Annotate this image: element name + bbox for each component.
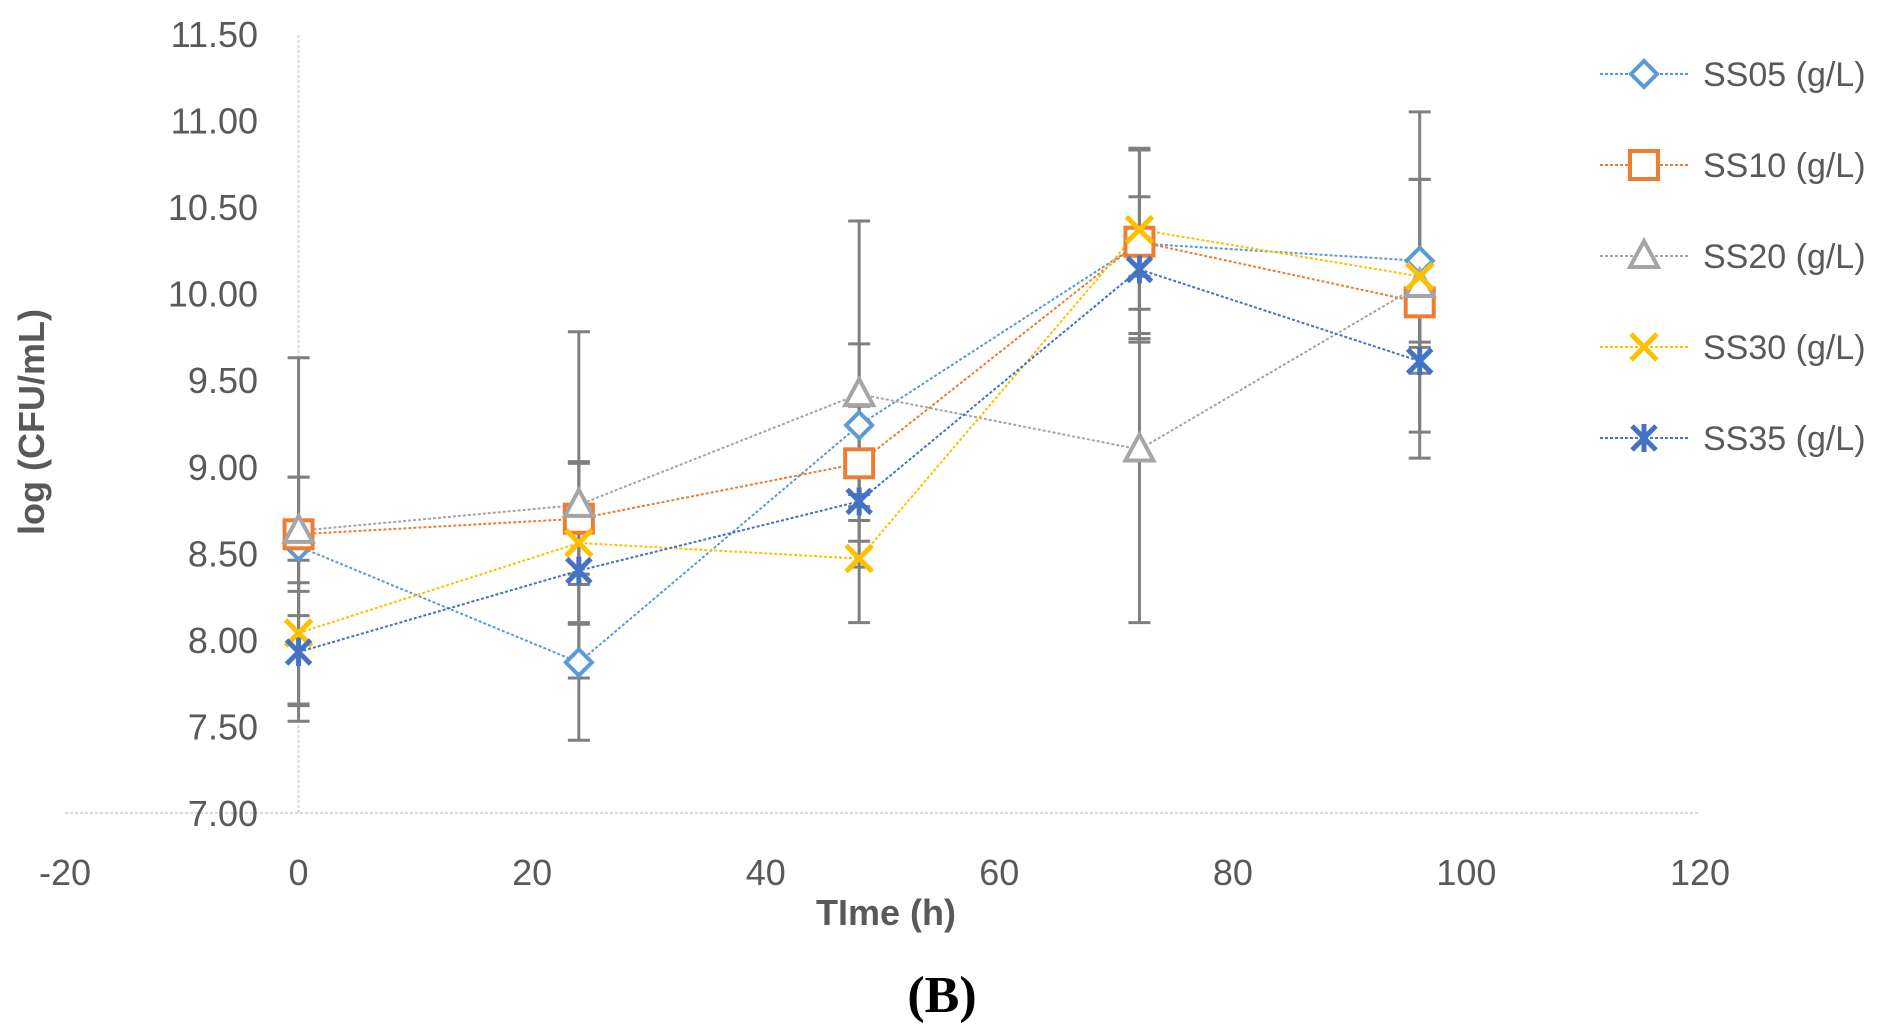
marker-stroke bbox=[564, 528, 594, 558]
data-point-s4-4 bbox=[1404, 261, 1435, 292]
x-tick-label: 60 bbox=[979, 852, 1019, 893]
data-point-s3-3 bbox=[1122, 430, 1157, 463]
panel-label: (B) bbox=[907, 967, 976, 1024]
x-tick-label: 40 bbox=[746, 852, 786, 893]
data-point-s2-2 bbox=[843, 447, 876, 480]
data-point-s4-3 bbox=[1124, 214, 1155, 245]
data-point-s4-2 bbox=[844, 543, 874, 574]
legend-marker bbox=[1628, 149, 1660, 181]
data-point-s1-1 bbox=[563, 646, 595, 679]
legend-marker bbox=[1626, 236, 1662, 269]
x-tick-label: 100 bbox=[1436, 852, 1496, 893]
legend-item: SS35 (g/L) bbox=[1600, 420, 1866, 458]
y-tick-label: 11.50 bbox=[171, 14, 258, 55]
y-tick-label: 9.00 bbox=[188, 447, 258, 488]
y-tick-label: 8.50 bbox=[188, 533, 258, 574]
y-tick-label: 8.00 bbox=[188, 620, 258, 661]
legend-marker bbox=[1628, 58, 1660, 90]
legend-item: SS20 (g/L) bbox=[1600, 236, 1866, 276]
data-point-s3-1 bbox=[561, 485, 597, 518]
data-point-s4-1 bbox=[564, 528, 594, 558]
x-tick-label: 20 bbox=[512, 852, 552, 893]
x-tick-label: 120 bbox=[1670, 852, 1730, 893]
x-tick-label: 0 bbox=[289, 852, 309, 893]
data-point-s3-2 bbox=[841, 374, 877, 408]
data-point-s5-0 bbox=[284, 638, 313, 667]
y-axis-title: log (CFU/mL) bbox=[11, 309, 52, 535]
marker-stroke bbox=[1404, 261, 1435, 292]
y-tick-label: 7.00 bbox=[188, 793, 258, 834]
axes-layer: -20 0 20 40 60 80 100 120 7.00 7.50 8.00 8.50 9.00 9.… bbox=[39, 14, 1730, 893]
y-tick-label: 9.50 bbox=[188, 360, 258, 401]
legend-label: SS35 (g/L) bbox=[1703, 420, 1866, 458]
legend-label: SS05 (g/L) bbox=[1703, 56, 1866, 94]
y-tick-label: 11.00 bbox=[171, 101, 258, 142]
data-point-s3-0 bbox=[281, 511, 316, 544]
data-point-s5-2 bbox=[845, 487, 873, 516]
marker-stroke bbox=[1124, 214, 1155, 245]
data-point-s5-3 bbox=[1125, 255, 1154, 284]
y-tick-label: 7.50 bbox=[188, 706, 258, 747]
legend-label: SS30 (g/L) bbox=[1703, 329, 1866, 367]
legend-marker bbox=[1630, 424, 1658, 452]
data-point-s1-2 bbox=[843, 409, 875, 442]
marker-stroke bbox=[844, 543, 874, 574]
x-tick-label: 80 bbox=[1213, 852, 1253, 893]
legend: SS05 (g/L) SS10 (g/L) SS20 (g/L) SS30 (g/L)… bbox=[1600, 56, 1866, 458]
legend-label: SS20 (g/L) bbox=[1703, 238, 1866, 276]
x-tick-label: -20 bbox=[39, 852, 91, 893]
y-tick-label: 10.00 bbox=[168, 274, 258, 315]
data-point-s5-1 bbox=[565, 556, 593, 585]
legend-label: SS10 (g/L) bbox=[1703, 147, 1866, 185]
series-markers bbox=[281, 214, 1438, 679]
legend-marker bbox=[1629, 332, 1659, 362]
x-axis-title: TIme (h) bbox=[816, 892, 956, 933]
legend-item: SS30 (g/L) bbox=[1600, 329, 1866, 367]
data-point-s5-4 bbox=[1405, 347, 1434, 376]
marker-stroke bbox=[1629, 332, 1659, 362]
legend-item: SS10 (g/L) bbox=[1600, 147, 1866, 185]
legend-item: SS05 (g/L) bbox=[1600, 56, 1866, 94]
y-tick-label: 10.50 bbox=[168, 187, 258, 228]
